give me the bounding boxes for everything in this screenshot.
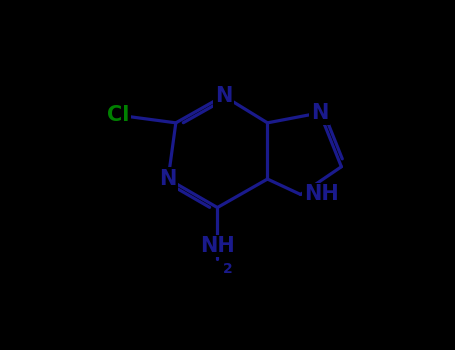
Text: NH: NH [303,184,339,204]
Text: N: N [311,103,329,123]
Text: NH: NH [200,236,235,256]
Text: 2: 2 [222,262,233,276]
Text: N: N [215,86,232,106]
Text: N: N [159,169,177,189]
Text: Cl: Cl [107,105,129,125]
